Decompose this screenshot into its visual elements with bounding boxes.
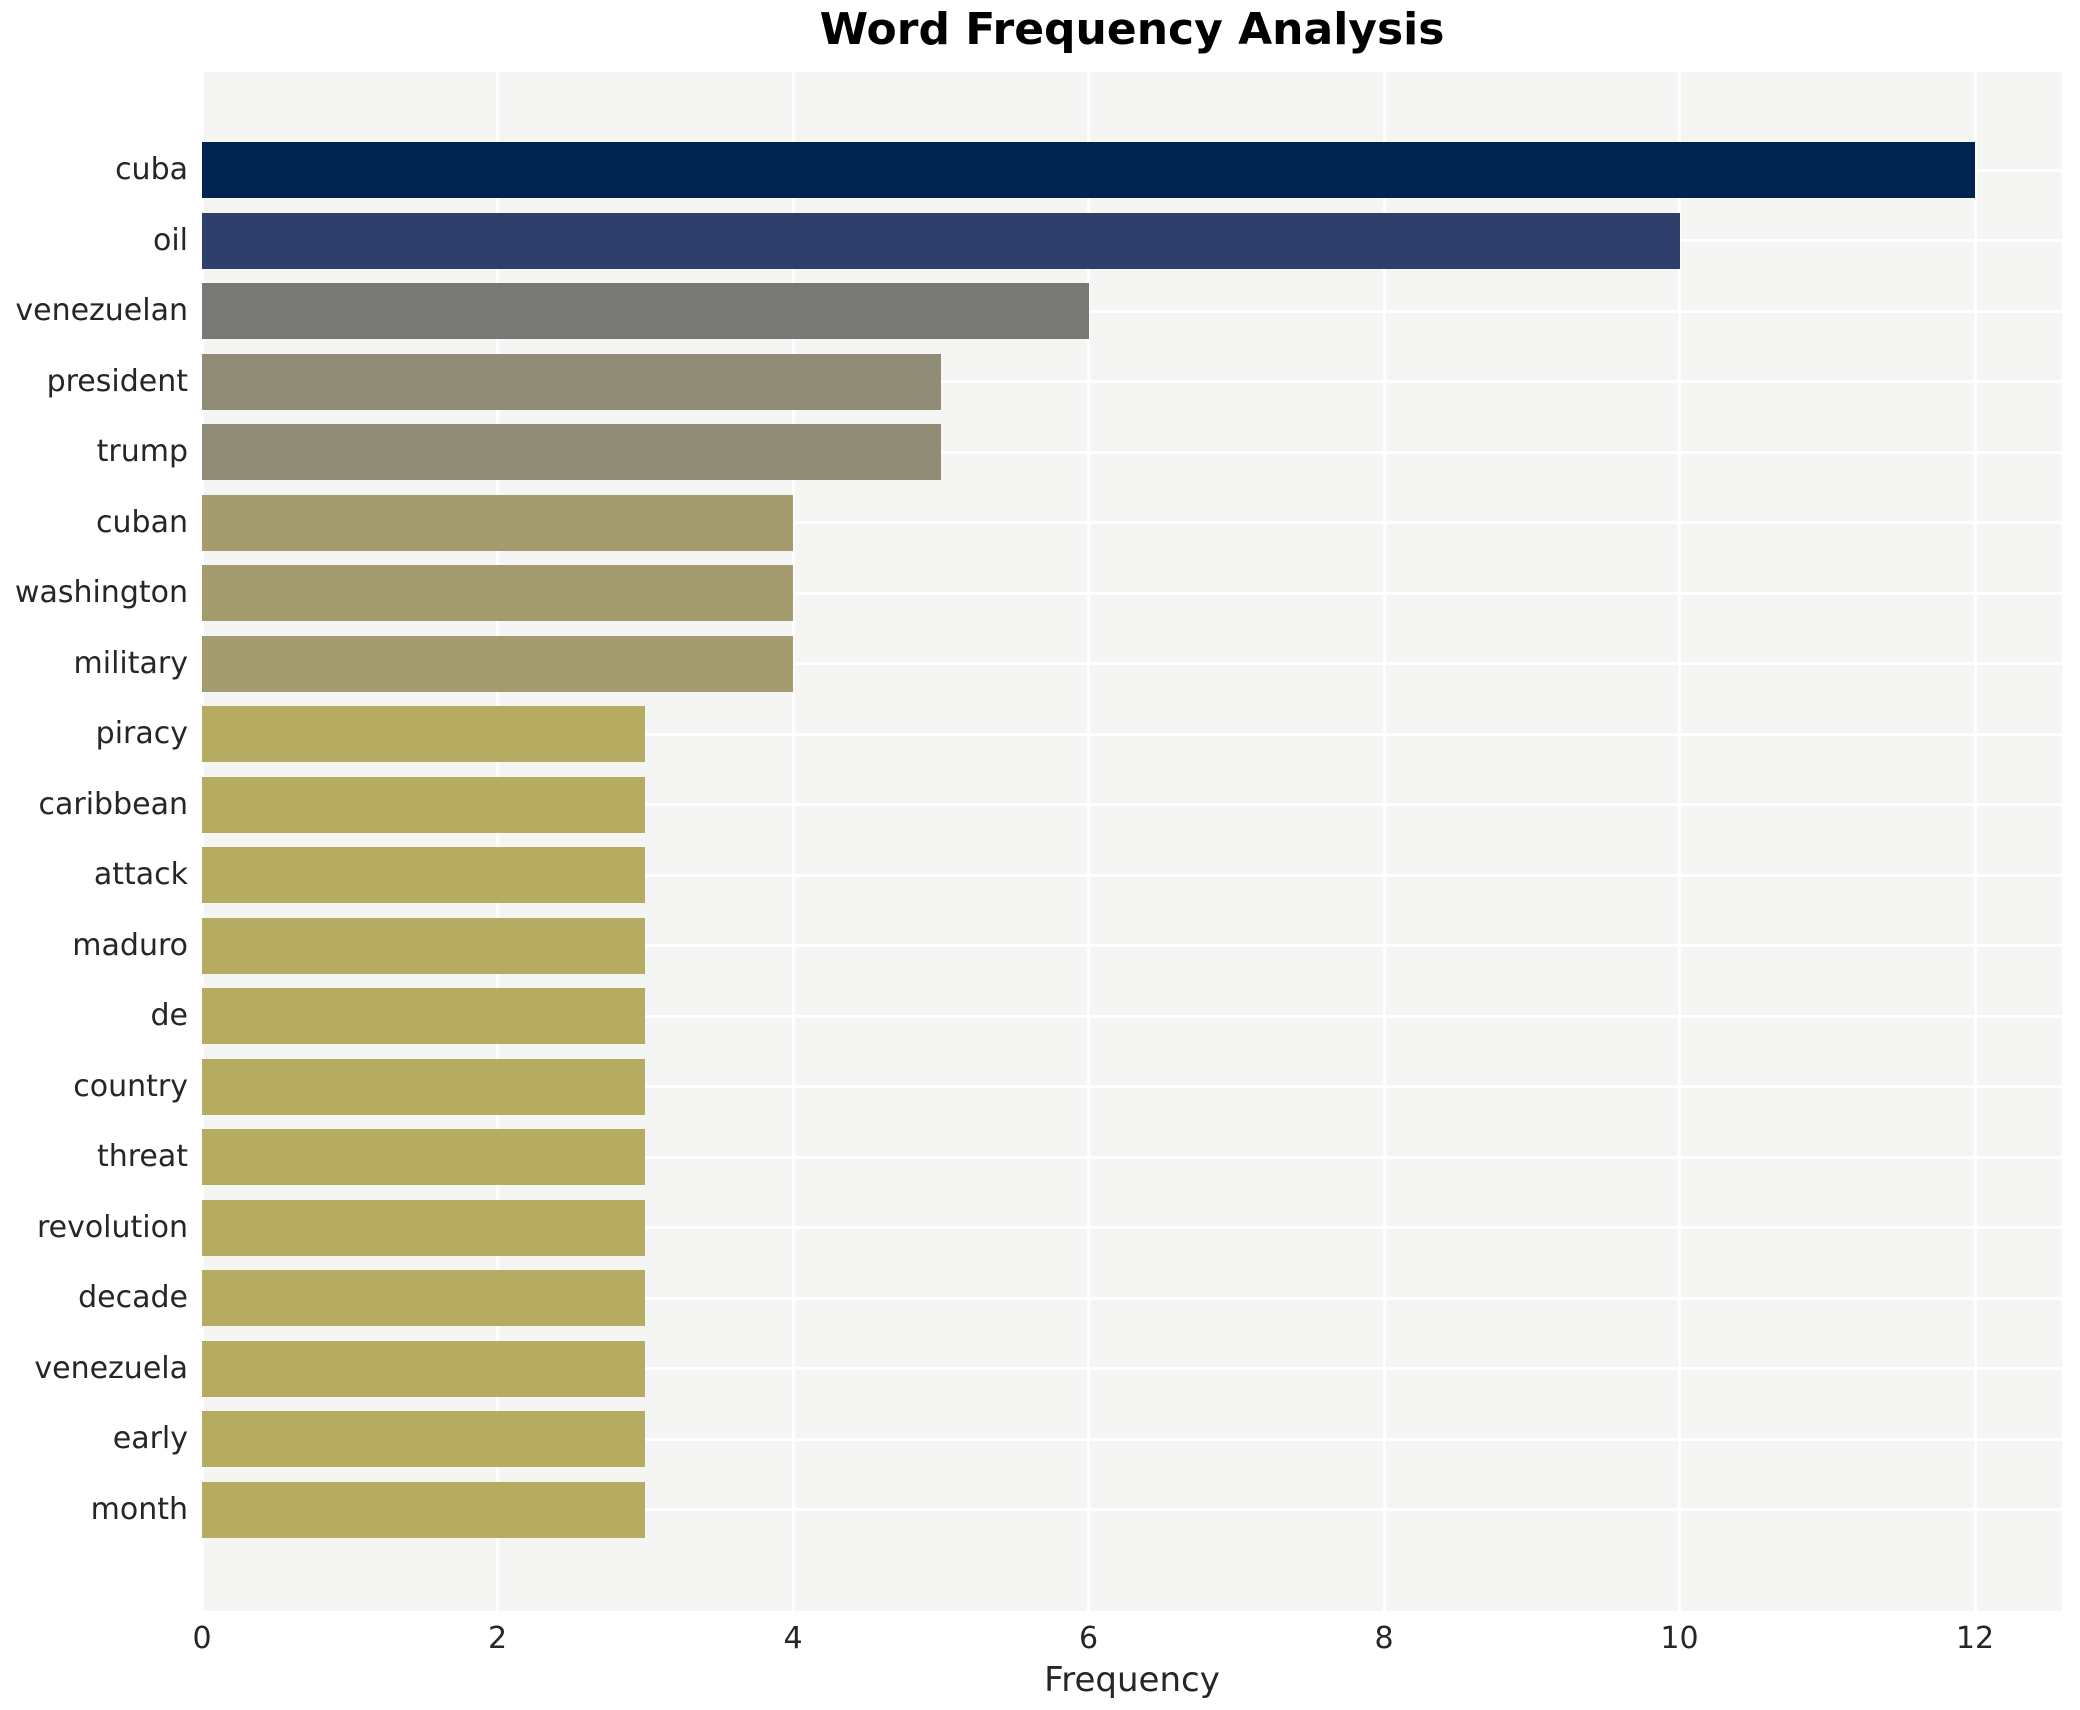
x-axis-ticks: 0 2 4 6 8 10 12 bbox=[192, 1619, 2062, 1659]
gridline-y-president bbox=[202, 380, 2062, 384]
gridline-y-maduro bbox=[202, 944, 2062, 948]
bar-country bbox=[202, 1058, 646, 1115]
y-tick-label-de: de bbox=[150, 998, 189, 1034]
gridline-x-6 bbox=[1087, 72, 1090, 1611]
gridline-y-decade bbox=[202, 1296, 2062, 1300]
gridline-y-de bbox=[202, 1014, 2062, 1018]
bar-caribbean bbox=[202, 776, 646, 833]
bar-de bbox=[202, 988, 646, 1045]
bar-decade bbox=[202, 1270, 646, 1327]
y-tick-label-military: military bbox=[73, 645, 188, 681]
y-tick-label-piracy: piracy bbox=[95, 716, 188, 752]
y-tick-label-early: early bbox=[112, 1421, 188, 1457]
bar-oil bbox=[202, 212, 1680, 269]
bar-venezuelan bbox=[202, 283, 1089, 340]
bar-president bbox=[202, 353, 941, 410]
y-tick-label-venezuelan: venezuelan bbox=[15, 293, 188, 329]
y-tick-label-maduro: maduro bbox=[72, 927, 188, 963]
chart-title: Word Frequency Analysis bbox=[819, 4, 1445, 55]
gridline-y-early bbox=[202, 1437, 2062, 1441]
gridline-y-caribbean bbox=[202, 803, 2062, 807]
y-tick-label-cuba: cuba bbox=[115, 152, 188, 188]
bar-cuban bbox=[202, 494, 793, 551]
bar-military bbox=[202, 635, 793, 692]
gridline-y-month bbox=[202, 1508, 2062, 1512]
x-tick-label-2: 2 bbox=[487, 1621, 508, 1656]
bar-attack bbox=[202, 847, 646, 904]
plot-area bbox=[200, 72, 2062, 1611]
gridline-x-0 bbox=[200, 72, 204, 1611]
gridline-y-cuban bbox=[202, 521, 2062, 525]
gridline-y-attack bbox=[202, 873, 2062, 877]
y-tick-label-month: month bbox=[90, 1491, 188, 1527]
bar-early bbox=[202, 1411, 646, 1468]
bar-revolution bbox=[202, 1199, 646, 1256]
bar-trump bbox=[202, 424, 941, 481]
x-tick-label-12: 12 bbox=[1955, 1621, 1995, 1656]
gridline-y-military bbox=[202, 662, 2062, 666]
gridline-y-threat bbox=[202, 1155, 2062, 1159]
y-tick-label-trump: trump bbox=[96, 434, 188, 470]
y-tick-label-attack: attack bbox=[93, 857, 188, 893]
x-tick-label-10: 10 bbox=[1660, 1621, 1699, 1656]
gridline-y-venezuela bbox=[202, 1367, 2062, 1371]
y-tick-label-washington: washington bbox=[14, 575, 188, 611]
bar-venezuela bbox=[202, 1340, 646, 1397]
gridline-x-2 bbox=[496, 72, 499, 1611]
y-tick-label-country: country bbox=[73, 1068, 188, 1104]
y-tick-label-decade: decade bbox=[78, 1280, 188, 1316]
x-tick-label-8: 8 bbox=[1374, 1621, 1394, 1656]
y-tick-label-president: president bbox=[46, 363, 188, 399]
y-tick-label-threat: threat bbox=[96, 1139, 188, 1175]
gridline-y-country bbox=[202, 1085, 2062, 1089]
x-tick-label-6: 6 bbox=[1078, 1621, 1099, 1656]
gridline-y-trump bbox=[202, 450, 2062, 454]
bar-piracy bbox=[202, 706, 646, 763]
y-axis-labels: cuba oil venezuelan president trump cuban wash… bbox=[0, 72, 188, 1611]
y-tick-label-revolution: revolution bbox=[36, 1209, 188, 1245]
gridline-x-10 bbox=[1678, 72, 1681, 1611]
x-tick-label-4: 4 bbox=[783, 1621, 803, 1656]
y-tick-label-venezuela: venezuela bbox=[34, 1350, 188, 1386]
bar-month bbox=[202, 1481, 646, 1538]
gridline-y-piracy bbox=[202, 732, 2062, 736]
x-axis-title: Frequency bbox=[1044, 1660, 1220, 1700]
gridline-y-venezuelan bbox=[202, 309, 2062, 313]
bar-threat bbox=[202, 1129, 646, 1186]
y-tick-label-cuban: cuban bbox=[96, 504, 188, 540]
gridline-x-12 bbox=[1973, 72, 1977, 1611]
bar-maduro bbox=[202, 917, 646, 974]
x-tick-label-0: 0 bbox=[192, 1621, 212, 1656]
gridline-x-4 bbox=[791, 72, 795, 1611]
bar-washington bbox=[202, 565, 793, 622]
y-tick-label-caribbean: caribbean bbox=[38, 786, 189, 822]
bar-cuba bbox=[202, 142, 1975, 199]
gridline-y-revolution bbox=[202, 1226, 2062, 1230]
gridline-x-8 bbox=[1382, 72, 1386, 1611]
gridline-y-washington bbox=[202, 591, 2062, 595]
y-tick-label-oil: oil bbox=[152, 222, 188, 258]
